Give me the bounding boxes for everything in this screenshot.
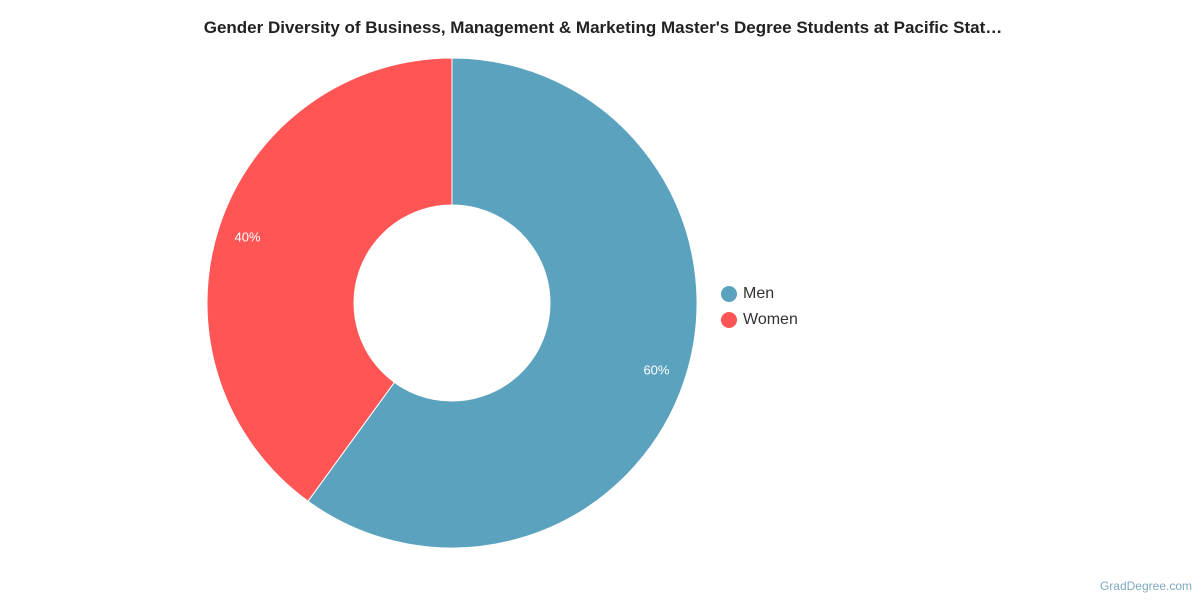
legend-marker-women [721, 312, 737, 328]
credit-link[interactable]: GradDegree.com [1099, 579, 1192, 593]
chart-title: Gender Diversity of Business, Management… [203, 18, 1003, 37]
legend-item-men[interactable]: Men [721, 281, 798, 307]
slice-women[interactable] [206, 57, 453, 502]
legend: Men Women [721, 281, 798, 333]
legend-label-women: Women [743, 311, 798, 328]
data-label-women: 40% [235, 230, 261, 245]
slice-men[interactable] [307, 57, 698, 549]
legend-label-men: Men [743, 285, 775, 302]
data-label-men: 60% [643, 362, 669, 377]
legend-item-women[interactable]: Women [721, 307, 798, 333]
legend-marker-men [721, 286, 737, 302]
